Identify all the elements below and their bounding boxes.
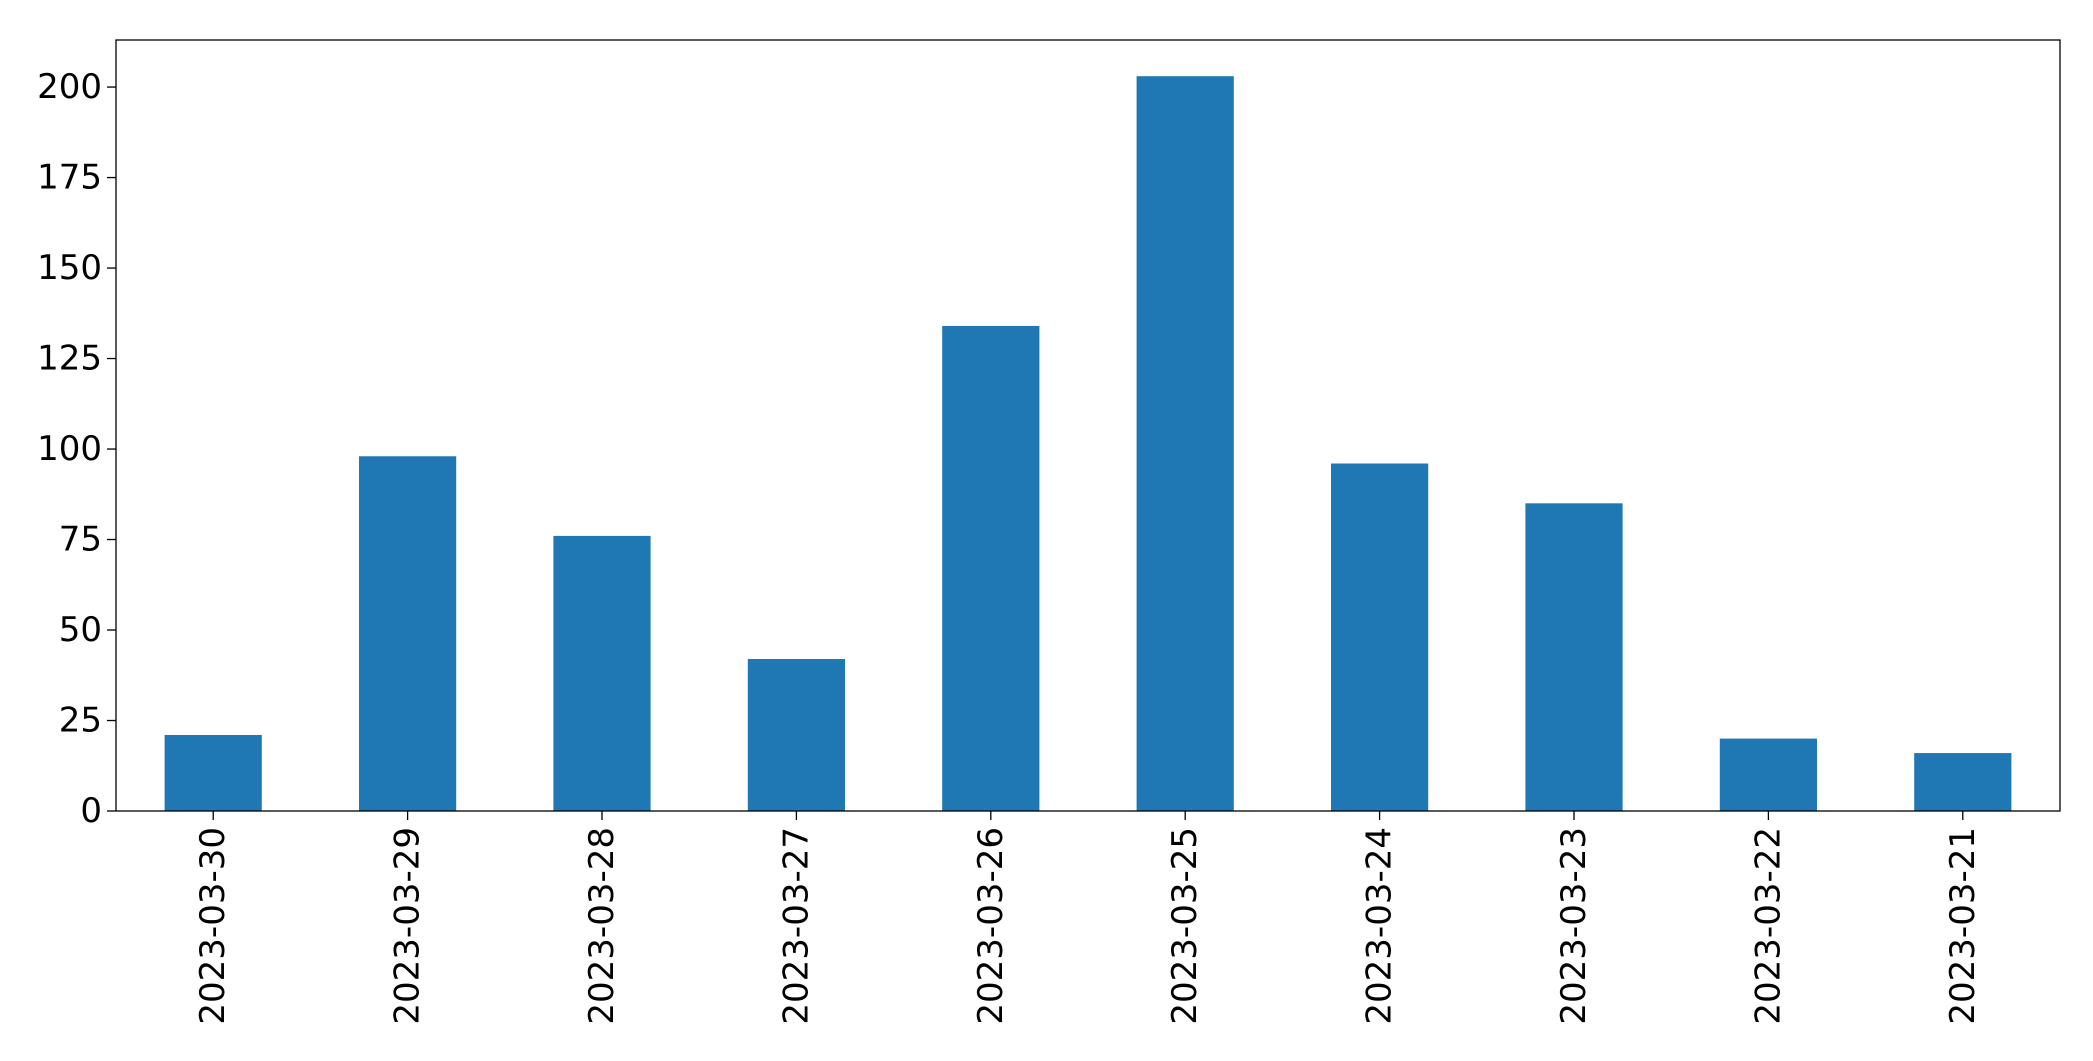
bar-2023-03-26 — [942, 325, 1040, 811]
x-tick-label: 2023-03-21 — [1943, 827, 1983, 1025]
x-tick-label: 2023-03-24 — [1360, 827, 1400, 1025]
x-tick-label: 2023-03-22 — [1748, 827, 1788, 1025]
x-axis: 2023-03-30 2023-03-29 2023-03-28 2023-03-27… — [193, 811, 1983, 1025]
bar-2023-03-25 — [1136, 76, 1234, 811]
x-tick-label: 2023-03-23 — [1554, 827, 1594, 1025]
y-tick-label: 100 — [37, 429, 102, 469]
bars-group — [164, 76, 2012, 811]
y-tick-label: 25 — [59, 701, 102, 741]
y-axis: 0 25 50 75 100 125 150 175 200 — [37, 67, 116, 831]
y-tick-label: 75 — [59, 520, 102, 560]
bar-2023-03-30 — [164, 734, 262, 811]
x-tick-label: 2023-03-26 — [971, 827, 1011, 1025]
x-tick-label: 2023-03-28 — [582, 827, 622, 1025]
x-tick-label: 2023-03-25 — [1165, 827, 1205, 1025]
y-tick-label: 150 — [37, 248, 102, 288]
x-tick-label: 2023-03-29 — [388, 827, 428, 1025]
bar-2023-03-21 — [1914, 753, 2012, 811]
y-tick-label: 125 — [37, 339, 102, 379]
axes-frame — [115, 39, 2061, 812]
y-tick-label: 50 — [59, 610, 102, 650]
bar-2023-03-22 — [1719, 738, 1817, 811]
x-tick-label: 2023-03-27 — [776, 827, 816, 1025]
bar-2023-03-27 — [747, 658, 845, 811]
x-tick-label: 2023-03-30 — [193, 827, 233, 1025]
y-tick-label: 175 — [37, 158, 102, 198]
bar-2023-03-24 — [1331, 463, 1429, 811]
y-tick-label: 200 — [37, 67, 102, 107]
y-tick-label: 0 — [80, 791, 102, 831]
bar-2023-03-23 — [1525, 503, 1623, 811]
bar-2023-03-29 — [359, 456, 457, 811]
bar-2023-03-28 — [553, 535, 651, 811]
